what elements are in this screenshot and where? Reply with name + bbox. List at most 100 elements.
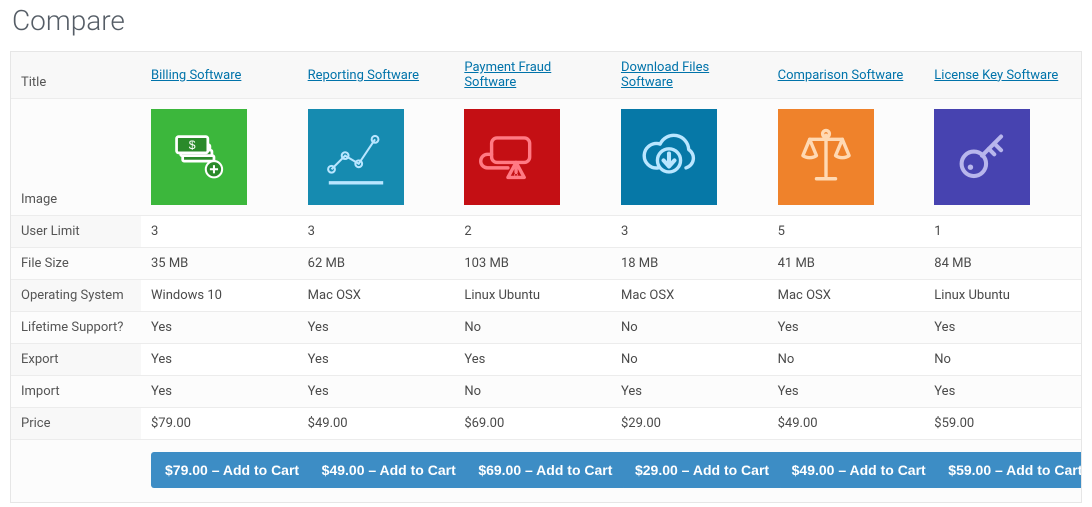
key-icon	[934, 109, 1030, 205]
cell-file_size: 41 MB	[768, 248, 925, 280]
row-header: Import	[11, 376, 141, 408]
cell-os: Windows 10	[141, 280, 298, 312]
cell-user_limit: 1	[924, 216, 1081, 248]
add-to-cart-button[interactable]: $29.00 – Add to Cart	[621, 452, 783, 488]
cell-os: Mac OSX	[298, 280, 455, 312]
cell-import: Yes	[768, 376, 925, 408]
cell-import: No	[454, 376, 611, 408]
cell-user_limit: 2	[454, 216, 611, 248]
product-header: License Key Software	[924, 52, 1081, 99]
cell-file_size: 18 MB	[611, 248, 768, 280]
cell-os: Linux Ubuntu	[454, 280, 611, 312]
row-header	[11, 440, 141, 503]
svg-text:$: $	[189, 138, 196, 152]
product-image-cell	[924, 99, 1081, 216]
cell-price: $79.00	[141, 408, 298, 440]
row-file_size: File Size35 MB62 MB103 MB18 MB41 MB84 MB	[11, 248, 1081, 280]
billing-icon: $	[151, 109, 247, 205]
download-icon	[621, 109, 717, 205]
cell-support: No	[454, 312, 611, 344]
reporting-icon	[308, 109, 404, 205]
row-import: ImportYesYesNoYesYesYes	[11, 376, 1081, 408]
row-header: Export	[11, 344, 141, 376]
product-link[interactable]: Comparison Software	[778, 68, 904, 83]
add-to-cart-button[interactable]: $69.00 – Add to Cart	[464, 452, 626, 488]
cell-price: $69.00	[454, 408, 611, 440]
action-cell: $59.00 – Add to Cart	[924, 440, 1081, 503]
row-user_limit: User Limit332351	[11, 216, 1081, 248]
compare-table-wrap: Title Billing Software Reporting Softwar…	[10, 51, 1082, 503]
row-header: Price	[11, 408, 141, 440]
row-export: ExportYesYesYesNoNoNo	[11, 344, 1081, 376]
product-image-cell	[454, 99, 611, 216]
page-title: Compare	[12, 4, 1082, 37]
row-header: Image	[11, 99, 141, 216]
cell-os: Mac OSX	[611, 280, 768, 312]
add-to-cart-button[interactable]: $59.00 – Add to Cart	[934, 452, 1082, 488]
cell-support: No	[611, 312, 768, 344]
product-link[interactable]: Payment Fraud Software	[464, 60, 551, 90]
fraud-icon	[464, 109, 560, 205]
cell-user_limit: 3	[611, 216, 768, 248]
row-header: File Size	[11, 248, 141, 280]
row-header: Operating System	[11, 280, 141, 312]
product-header: Download Files Software	[611, 52, 768, 99]
compare-icon	[778, 109, 874, 205]
product-link[interactable]: Billing Software	[151, 68, 241, 83]
product-header: Billing Software	[141, 52, 298, 99]
cell-user_limit: 3	[298, 216, 455, 248]
product-header: Reporting Software	[298, 52, 455, 99]
cell-export: Yes	[454, 344, 611, 376]
row-title: Title Billing Software Reporting Softwar…	[11, 52, 1081, 99]
cell-support: Yes	[298, 312, 455, 344]
row-actions: $79.00 – Add to Cart $49.00 – Add to Car…	[11, 440, 1081, 503]
cell-support: Yes	[768, 312, 925, 344]
cell-os: Linux Ubuntu	[924, 280, 1081, 312]
cell-file_size: 62 MB	[298, 248, 455, 280]
cell-support: Yes	[924, 312, 1081, 344]
product-image-cell	[768, 99, 925, 216]
cell-file_size: 84 MB	[924, 248, 1081, 280]
add-to-cart-button[interactable]: $49.00 – Add to Cart	[308, 452, 470, 488]
action-cell: $79.00 – Add to Cart	[141, 440, 298, 503]
cell-support: Yes	[141, 312, 298, 344]
row-support: Lifetime Support?YesYesNoNoYesYes	[11, 312, 1081, 344]
row-header: Title	[11, 52, 141, 99]
cell-os: Mac OSX	[768, 280, 925, 312]
row-header: Lifetime Support?	[11, 312, 141, 344]
row-header: User Limit	[11, 216, 141, 248]
row-price: Price$79.00$49.00$69.00$29.00$49.00$59.0…	[11, 408, 1081, 440]
product-image-cell: $	[141, 99, 298, 216]
cell-price: $29.00	[611, 408, 768, 440]
cell-export: Yes	[141, 344, 298, 376]
product-link[interactable]: License Key Software	[934, 68, 1058, 83]
cell-file_size: 103 MB	[454, 248, 611, 280]
cell-price: $59.00	[924, 408, 1081, 440]
product-link[interactable]: Download Files Software	[621, 60, 709, 90]
row-os: Operating SystemWindows 10Mac OSXLinux U…	[11, 280, 1081, 312]
cell-user_limit: 5	[768, 216, 925, 248]
cell-file_size: 35 MB	[141, 248, 298, 280]
cell-user_limit: 3	[141, 216, 298, 248]
cell-import: Yes	[141, 376, 298, 408]
cell-import: Yes	[924, 376, 1081, 408]
cell-export: No	[768, 344, 925, 376]
action-cell: $29.00 – Add to Cart	[611, 440, 768, 503]
product-link[interactable]: Reporting Software	[308, 68, 419, 83]
add-to-cart-button[interactable]: $79.00 – Add to Cart	[151, 452, 313, 488]
cell-export: No	[611, 344, 768, 376]
cell-price: $49.00	[298, 408, 455, 440]
cell-import: Yes	[611, 376, 768, 408]
product-image-cell	[298, 99, 455, 216]
cell-import: Yes	[298, 376, 455, 408]
cell-price: $49.00	[768, 408, 925, 440]
product-header: Comparison Software	[768, 52, 925, 99]
compare-table: Title Billing Software Reporting Softwar…	[11, 52, 1081, 502]
add-to-cart-button[interactable]: $49.00 – Add to Cart	[778, 452, 940, 488]
product-header: Payment Fraud Software	[454, 52, 611, 99]
cell-export: Yes	[298, 344, 455, 376]
product-image-cell	[611, 99, 768, 216]
action-cell: $49.00 – Add to Cart	[298, 440, 455, 503]
row-image: Image $	[11, 99, 1081, 216]
action-cell: $49.00 – Add to Cart	[768, 440, 925, 503]
